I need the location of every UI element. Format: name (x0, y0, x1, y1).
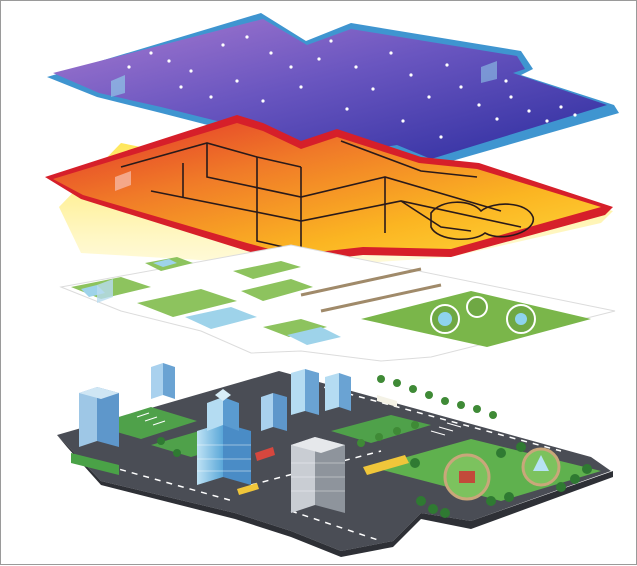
building-grey-tower (291, 437, 345, 513)
building-glass-tower (197, 389, 251, 485)
building-left-tower (79, 387, 119, 447)
road-markings (96, 380, 562, 542)
parking-lines (128, 408, 462, 436)
building-glass-pair (291, 369, 351, 415)
floorplan-walls (120, 140, 534, 252)
city-base-layer (57, 363, 613, 557)
star-dots (127, 35, 577, 139)
palm-row (357, 375, 497, 447)
heat-floorplan-layer (45, 115, 613, 273)
building-mid-tower (261, 393, 287, 431)
building-small-tower (151, 363, 175, 399)
night-sky-layer (47, 13, 619, 167)
vehicles (71, 395, 409, 495)
site-plan-paths (300, 267, 442, 313)
site-plan-layer (59, 244, 616, 362)
